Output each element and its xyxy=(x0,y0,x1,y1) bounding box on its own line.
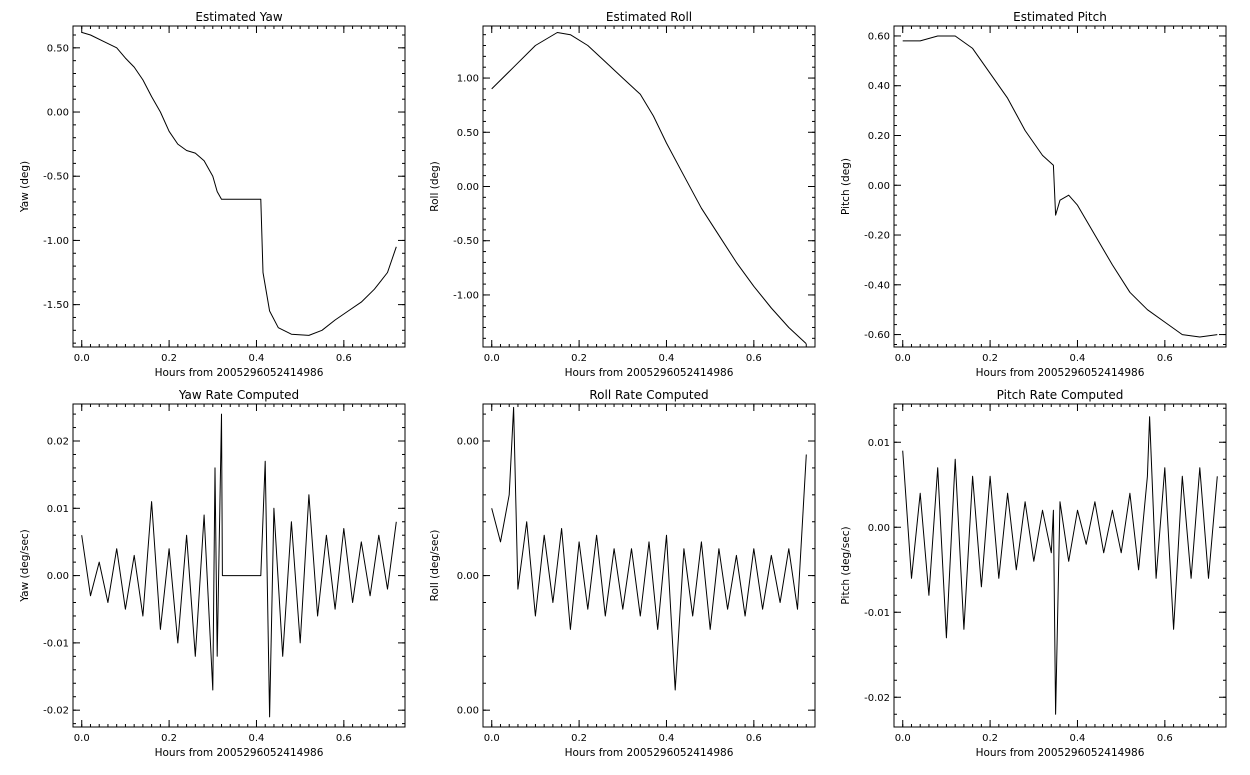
plot-frame xyxy=(72,403,406,728)
y-tick-label: 0.00 xyxy=(868,181,890,192)
x-axis-label: Hours from 2005296052414986 xyxy=(565,367,734,379)
y-tick-label: 0.00 xyxy=(457,182,479,193)
x-tick-label: 0.6 xyxy=(336,353,352,364)
y-tick-label: 0.50 xyxy=(457,128,479,139)
y-tick-label: 0.00 xyxy=(47,571,69,582)
series-line xyxy=(902,416,1218,715)
plot-frame xyxy=(482,25,816,348)
x-tick-label: 0.6 xyxy=(746,733,762,744)
x-axis-label: Hours from 2005296052414986 xyxy=(155,367,324,379)
x-tick-label: 0.6 xyxy=(1157,733,1173,744)
chart-title: Estimated Yaw xyxy=(195,10,282,24)
y-tick-label: 0.02 xyxy=(47,437,69,448)
plot-frame xyxy=(893,403,1227,728)
x-tick-label: 0.2 xyxy=(161,733,177,744)
series-line xyxy=(902,35,1218,338)
x-axis-label: Hours from 2005296052414986 xyxy=(976,747,1145,759)
y-tick-label: -0.60 xyxy=(864,330,890,341)
x-tick-label: 0.0 xyxy=(895,733,911,744)
chart-title: Yaw Rate Computed xyxy=(178,388,299,402)
y-axis-label: Roll (deg/sec) xyxy=(429,530,441,602)
x-tick-label: 0.4 xyxy=(1070,733,1086,744)
x-tick-label: 0.0 xyxy=(74,353,90,364)
x-tick-label: 0.2 xyxy=(982,353,998,364)
y-tick-label: -1.50 xyxy=(43,300,69,311)
x-tick-label: 0.4 xyxy=(249,733,265,744)
plot-frame xyxy=(893,25,1227,348)
y-tick-label: -0.20 xyxy=(864,231,890,242)
x-tick-label: 0.0 xyxy=(484,353,500,364)
x-tick-label: 0.4 xyxy=(249,353,265,364)
y-tick-label: 0.40 xyxy=(868,81,890,92)
y-axis-label: Roll (deg) xyxy=(429,161,441,211)
x-tick-label: 0.0 xyxy=(74,733,90,744)
y-axis-label: Pitch (deg) xyxy=(840,158,852,215)
y-tick-label: 0.00 xyxy=(457,437,479,448)
plot-frame xyxy=(482,403,816,728)
y-tick-label: 0.00 xyxy=(868,523,890,534)
chart-title: Estimated Roll xyxy=(606,10,692,24)
y-tick-label: 0.50 xyxy=(47,43,69,54)
x-tick-label: 0.0 xyxy=(484,733,500,744)
chart-panel: Estimated Pitch Hours from 20052960524149… xyxy=(840,10,1227,379)
plot-frame xyxy=(72,25,406,348)
y-tick-label: -1.00 xyxy=(453,290,479,301)
y-tick-label: 0.00 xyxy=(457,571,479,582)
y-tick-label: 0.00 xyxy=(457,706,479,717)
y-axis-label: Pitch (deg/sec) xyxy=(840,526,852,604)
y-tick-label: 0.00 xyxy=(47,108,69,119)
y-tick-label: -0.01 xyxy=(43,638,69,649)
x-tick-label: 0.4 xyxy=(1070,353,1086,364)
x-tick-label: 0.6 xyxy=(746,353,762,364)
chart-title: Pitch Rate Computed xyxy=(997,388,1124,402)
y-tick-label: 0.60 xyxy=(868,31,890,42)
y-axis-label: Yaw (deg/sec) xyxy=(19,529,31,603)
x-tick-label: 0.2 xyxy=(571,353,587,364)
series-line xyxy=(491,32,807,345)
x-tick-label: 0.6 xyxy=(336,733,352,744)
y-tick-label: 0.01 xyxy=(868,438,890,449)
x-tick-label: 0.2 xyxy=(161,353,177,364)
y-tick-label: 0.01 xyxy=(47,504,69,515)
y-tick-label: -0.01 xyxy=(864,608,890,619)
x-tick-label: 0.4 xyxy=(659,733,675,744)
chart-panel: Estimated Roll Hours from 200529605241498… xyxy=(429,10,816,379)
x-tick-label: 0.4 xyxy=(659,353,675,364)
y-tick-label: -0.40 xyxy=(864,280,890,291)
chart-panel: Estimated Yaw Hours from 2005296052414986… xyxy=(19,10,406,379)
y-tick-label: -0.50 xyxy=(453,236,479,247)
series-line xyxy=(81,31,397,336)
chart-panel: Pitch Rate Computed Hours from 2005296052… xyxy=(840,388,1227,759)
y-tick-label: -0.02 xyxy=(864,693,890,704)
x-axis-label: Hours from 2005296052414986 xyxy=(155,747,324,759)
chart-panel: Yaw Rate Computed Hours from 200529605241… xyxy=(19,388,406,759)
x-tick-label: 0.2 xyxy=(982,733,998,744)
y-tick-label: 0.20 xyxy=(868,131,890,142)
y-tick-label: -1.00 xyxy=(43,236,69,247)
x-axis-label: Hours from 2005296052414986 xyxy=(565,747,734,759)
y-tick-label: 1.00 xyxy=(457,74,479,85)
x-tick-label: 0.6 xyxy=(1157,353,1173,364)
chart-panel: Roll Rate Computed Hours from 20052960524… xyxy=(429,388,816,759)
chart-title: Roll Rate Computed xyxy=(589,388,708,402)
y-tick-label: -0.02 xyxy=(43,706,69,717)
y-axis-label: Yaw (deg) xyxy=(19,161,31,213)
x-tick-label: 0.2 xyxy=(571,733,587,744)
series-line xyxy=(491,406,807,691)
y-tick-label: -0.50 xyxy=(43,172,69,183)
series-line xyxy=(81,413,397,718)
chart-title: Estimated Pitch xyxy=(1013,10,1107,24)
x-axis-label: Hours from 2005296052414986 xyxy=(976,367,1145,379)
x-tick-label: 0.0 xyxy=(895,353,911,364)
